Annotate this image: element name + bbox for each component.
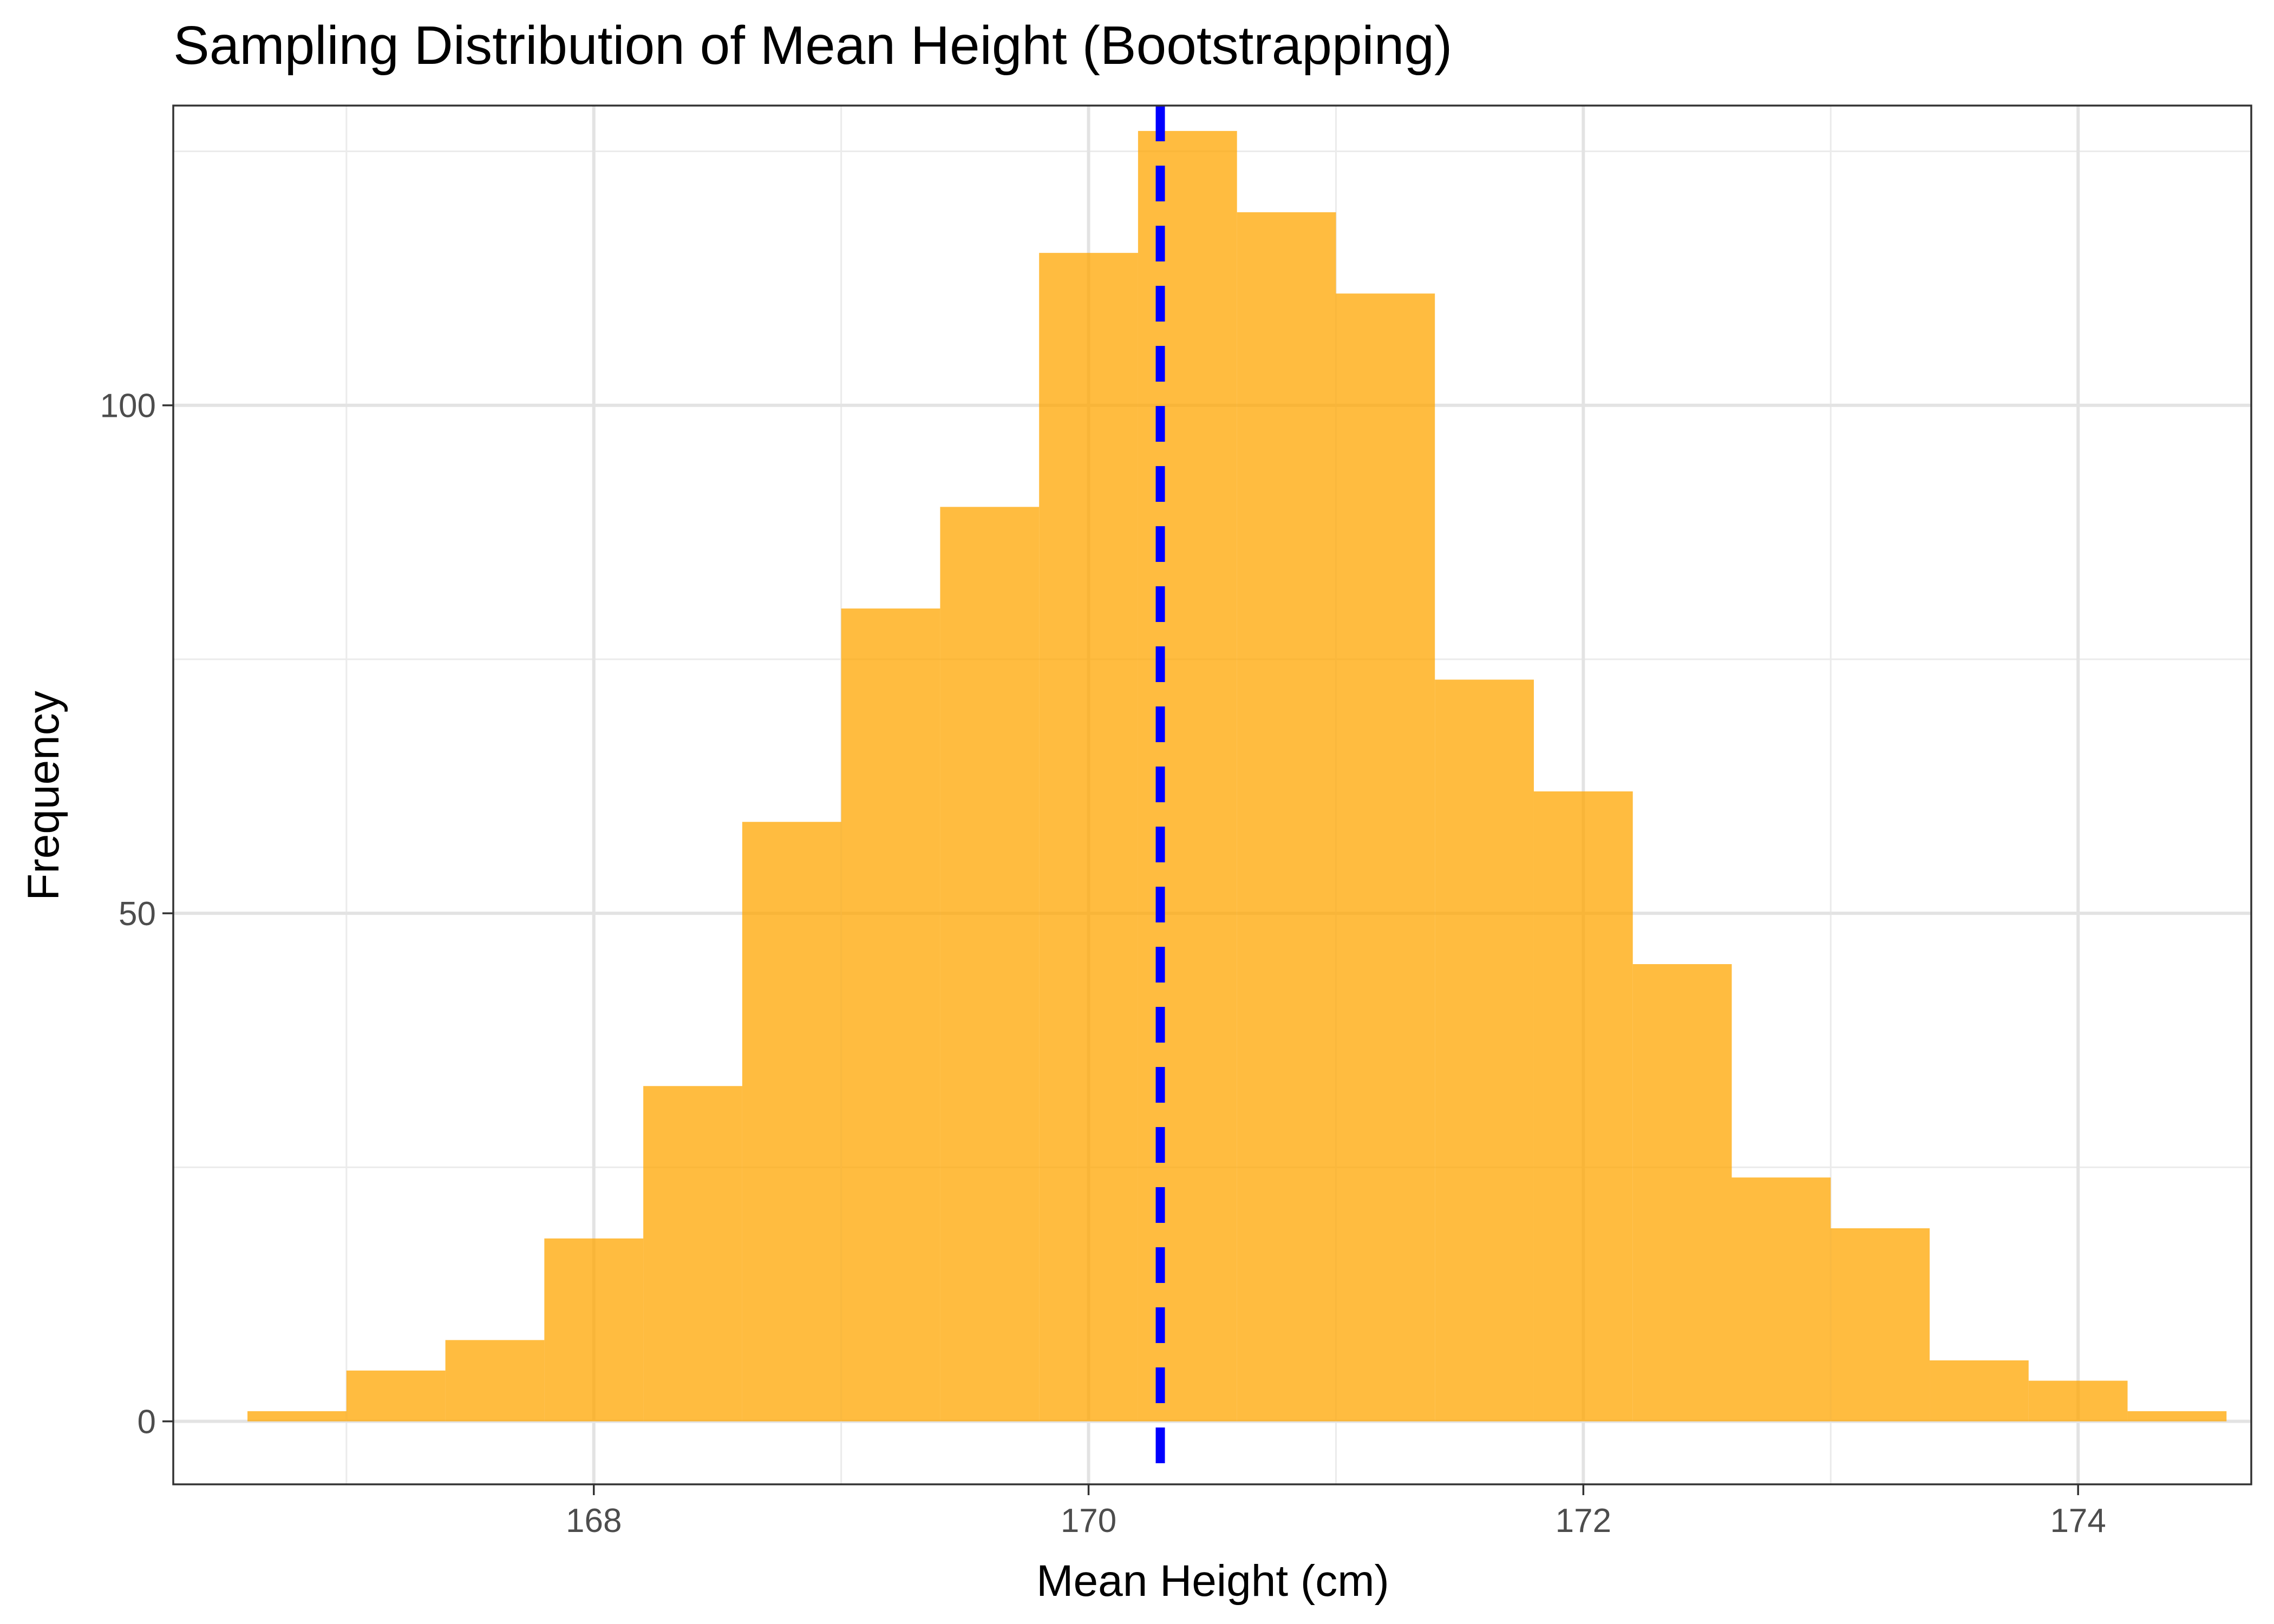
- histogram-bar: [1138, 130, 1237, 1422]
- histogram-bar: [1237, 212, 1336, 1422]
- x-tick-label: 170: [1061, 1502, 1116, 1540]
- histogram-bar: [346, 1370, 446, 1422]
- histogram-bar: [2127, 1411, 2227, 1422]
- x-tick-label: 172: [1556, 1502, 1611, 1540]
- histogram-bars: [247, 130, 2227, 1422]
- histogram-bar: [1336, 293, 1435, 1422]
- y-tick-label: 100: [100, 388, 156, 425]
- x-axis: 168 170 172 174: [566, 1484, 2106, 1540]
- y-axis: 0 50 100: [100, 388, 173, 1441]
- x-tick-label: 168: [566, 1502, 622, 1540]
- histogram-bar: [841, 608, 940, 1422]
- histogram-bar: [1435, 679, 1534, 1422]
- histogram-bar: [544, 1238, 644, 1422]
- histogram-bar: [1930, 1360, 2029, 1422]
- y-tick-label: 0: [138, 1404, 156, 1441]
- histogram-bar: [2028, 1380, 2128, 1422]
- histogram-bar: [1533, 791, 1633, 1422]
- histogram-bar: [1731, 1177, 1831, 1422]
- histogram-bar: [445, 1340, 545, 1422]
- x-axis-title: Mean Height (cm): [1036, 1556, 1389, 1606]
- histogram-bar: [643, 1086, 742, 1422]
- histogram-bar: [247, 1411, 347, 1422]
- y-tick-label: 50: [119, 895, 156, 933]
- histogram-bar: [1632, 964, 1732, 1422]
- histogram-bar: [940, 507, 1040, 1422]
- chart-title: Sampling Distribution of Mean Height (Bo…: [173, 15, 1452, 76]
- y-axis-title: Frequency: [19, 691, 68, 900]
- histogram-bar: [1039, 253, 1138, 1422]
- histogram-bar: [1831, 1228, 1930, 1422]
- histogram-bar: [742, 822, 841, 1422]
- plot-panel-border: [172, 104, 2252, 1485]
- x-tick-label: 174: [2050, 1502, 2106, 1540]
